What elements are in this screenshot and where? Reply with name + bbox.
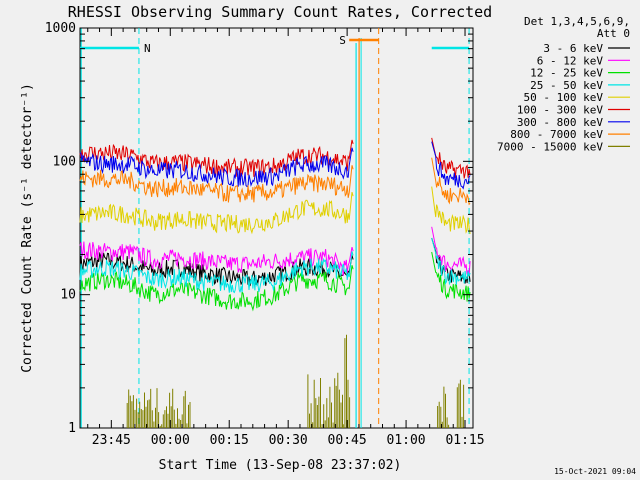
flag-label-s: S bbox=[339, 34, 346, 47]
x-tick-label-2: 00:15 bbox=[210, 433, 249, 448]
y-axis: 1 10 100 1000 bbox=[45, 21, 473, 436]
flag-label-n: N bbox=[144, 42, 151, 55]
x-tick-label-3: 00:30 bbox=[269, 433, 308, 448]
series-line-50-100-a bbox=[79, 191, 354, 235]
x-axis-label: Start Time (13-Sep-08 23:37:02) bbox=[159, 458, 402, 473]
legend-label-300-800: 300 - 800 keV bbox=[517, 116, 603, 129]
series-line-25-50-b bbox=[431, 237, 471, 286]
y-tick-label-1000: 1000 bbox=[45, 21, 76, 36]
x-tick-label-5: 01:00 bbox=[387, 433, 426, 448]
legend-label-3-6: 3 - 6 keV bbox=[543, 42, 603, 55]
series-7000-15000 bbox=[126, 334, 465, 428]
legend-header-line-2: Att 0 bbox=[597, 27, 630, 40]
x-axis: 23:45 00:00 00:15 00:30 00:45 01:00 01:15 bbox=[87, 28, 485, 448]
legend-label-800-7000: 800 - 7000 keV bbox=[510, 128, 603, 141]
series-line-800-7000-b bbox=[431, 157, 471, 206]
legend-label-25-50: 25 - 50 keV bbox=[530, 79, 603, 92]
y-tick-label-10: 10 bbox=[60, 288, 76, 303]
series-line-25-50-a bbox=[79, 251, 354, 294]
legend-label-100-300: 100 - 300 keV bbox=[517, 104, 603, 117]
generated-timestamp: 15-Oct-2021 09:04 bbox=[554, 467, 636, 476]
series-line-12-25-b bbox=[431, 251, 471, 302]
series-line-12-25-a bbox=[79, 265, 354, 312]
x-tick-label-4: 00:45 bbox=[328, 433, 367, 448]
series-line-6-12-b bbox=[431, 226, 471, 276]
series-line-6-12-a bbox=[79, 241, 354, 276]
series-line-7000-15000 bbox=[126, 334, 465, 428]
series-line-300-800-a bbox=[79, 147, 354, 188]
legend-label-50-100: 50 - 100 keV bbox=[524, 91, 604, 104]
y-axis-label: Corrected Count Rate (s⁻¹ detector⁻¹) bbox=[20, 83, 35, 373]
chart-title: RHESSI Observing Summary Count Rates, Co… bbox=[68, 3, 492, 21]
legend-label-12-25: 12 - 25 keV bbox=[530, 67, 603, 80]
y-tick-label-1: 1 bbox=[68, 421, 76, 436]
legend-header-line-1: Det 1,3,4,5,6,9, bbox=[524, 15, 630, 28]
legend-label-6-12: 6 - 12 keV bbox=[537, 54, 604, 67]
series-line-50-100-b bbox=[431, 186, 471, 235]
legend-label-7000-15000: 7000 - 15000 keV bbox=[497, 140, 603, 153]
x-tick-label-1: 00:00 bbox=[151, 433, 190, 448]
series-group bbox=[79, 137, 471, 428]
y-tick-label-100: 100 bbox=[53, 154, 76, 169]
x-tick-label-6: 01:15 bbox=[445, 433, 484, 448]
series-line-300-800-b bbox=[431, 141, 471, 190]
series-line-100-300-b bbox=[431, 137, 471, 179]
series-line-3-6-a bbox=[79, 251, 354, 287]
series-line-800-7000-a bbox=[79, 165, 354, 203]
x-tick-label-0: 23:45 bbox=[92, 433, 131, 448]
flag-group: NS bbox=[80, 28, 470, 428]
